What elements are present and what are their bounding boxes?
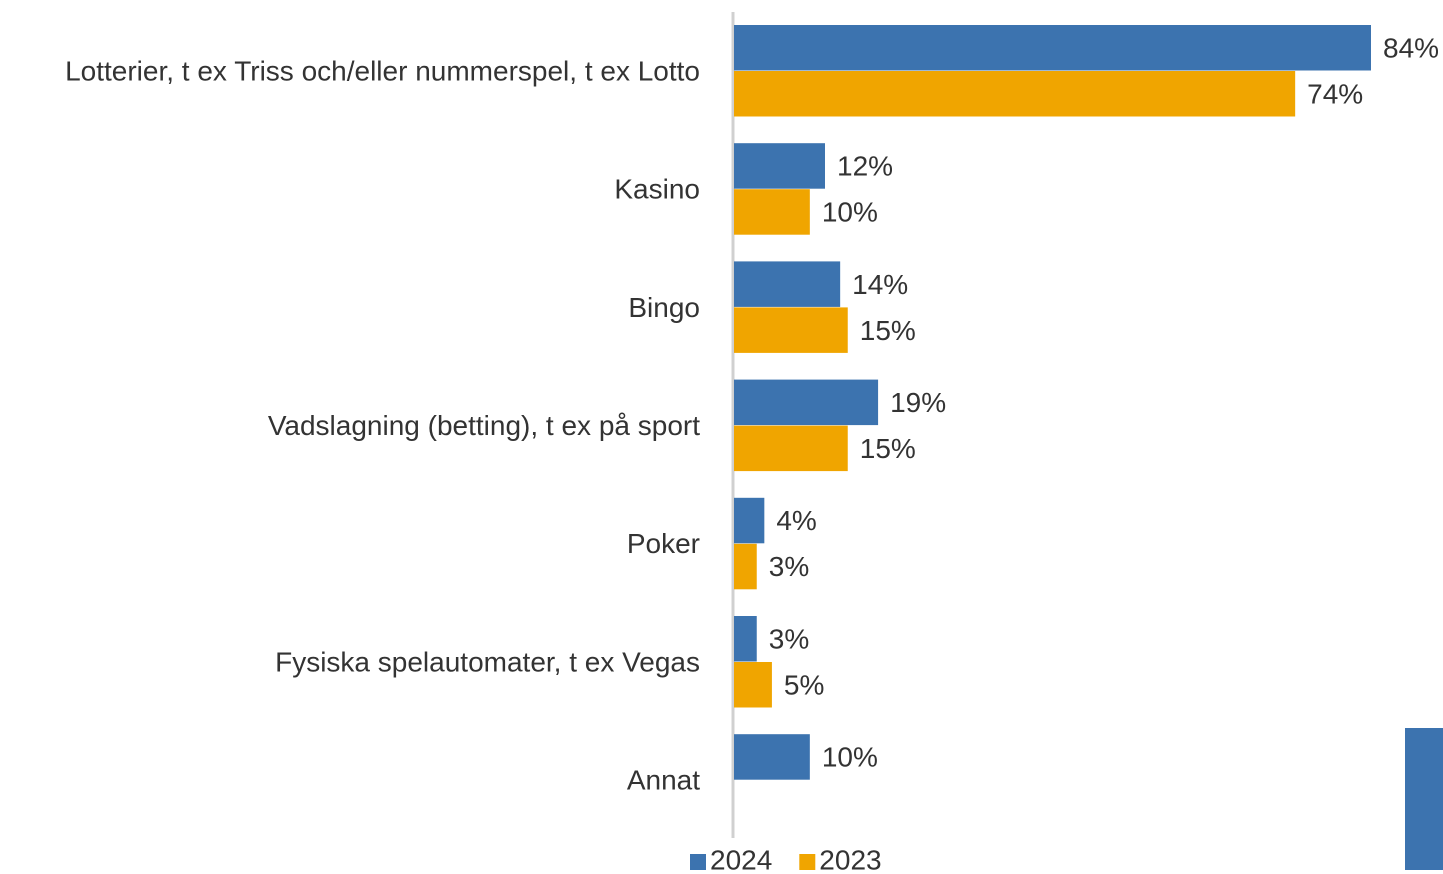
category-label: Fysiska spelautomater, t ex Vegas [275, 646, 700, 677]
legend-swatch [799, 854, 816, 870]
category-label: Annat [627, 765, 700, 796]
value-label: 15% [860, 433, 916, 464]
bar [734, 71, 1296, 117]
value-label: 84% [1383, 32, 1439, 63]
category-label: Bingo [628, 292, 700, 323]
value-label: 4% [776, 505, 816, 536]
value-label: 74% [1307, 78, 1363, 109]
legend-label: 2024 [710, 844, 772, 874]
value-label: 5% [784, 669, 824, 700]
bar [734, 425, 848, 472]
category-label: Poker [627, 528, 700, 559]
value-label: 14% [852, 269, 908, 300]
legend-label: 2023 [819, 844, 881, 874]
value-label: 19% [890, 387, 946, 418]
bar [734, 662, 772, 708]
bar [734, 379, 879, 426]
bar [734, 497, 765, 544]
bar [734, 189, 810, 235]
value-label: 12% [837, 151, 893, 182]
bar [734, 616, 757, 662]
value-label: 10% [822, 742, 878, 773]
bar [734, 25, 1371, 71]
bar [734, 261, 841, 307]
bar [734, 543, 757, 590]
bar [734, 143, 825, 189]
category-label: Kasino [614, 174, 700, 205]
corner-decoration [1405, 728, 1443, 870]
value-label: 10% [822, 197, 878, 228]
legend-swatch [690, 854, 706, 870]
category-label: Lotterier, t ex Triss och/eller nummersp… [65, 55, 700, 86]
value-label: 15% [860, 315, 916, 346]
value-label: 3% [769, 551, 809, 582]
bar [734, 307, 848, 353]
bar [734, 734, 810, 780]
category-label: Vadslagning (betting), t ex på sport [268, 410, 700, 441]
value-label: 3% [769, 623, 809, 654]
